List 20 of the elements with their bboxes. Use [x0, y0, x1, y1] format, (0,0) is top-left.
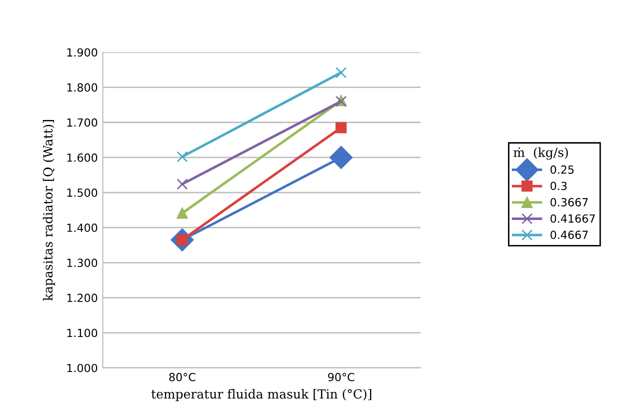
- x-tick-label: 80°C: [169, 372, 196, 382]
- legend-label: 0.3: [550, 182, 567, 190]
- legend-label: 0.3667: [550, 198, 588, 206]
- legend-title: ṁ (kg/s): [514, 147, 568, 160]
- y-tick-label: 1.300: [67, 258, 98, 268]
- y-tick-label: 1.900: [67, 48, 98, 57]
- y-tick-label: 1.500: [67, 188, 98, 197]
- legend-label: 0.41667: [550, 214, 595, 223]
- y-tick-label: 1.200: [67, 294, 98, 302]
- y-tick-label: 1.700: [67, 118, 98, 127]
- x-tick-label: 90°C: [328, 372, 354, 382]
- y-axis-title: kapasitas radiator [Q (Watt)]: [42, 120, 56, 301]
- y-tick-label: 1.100: [67, 328, 98, 338]
- legend-label: 0.25: [550, 165, 574, 174]
- y-tick-label: 1.600: [67, 153, 98, 162]
- y-tick-label: 1.800: [67, 83, 98, 92]
- y-tick-label: 1.000: [67, 364, 98, 372]
- y-tick-label: 1.400: [67, 224, 98, 232]
- legend-label: 0.4667: [550, 230, 588, 240]
- x-axis-title: temperatur fluida masuk [Tin (°C)]: [151, 389, 372, 402]
